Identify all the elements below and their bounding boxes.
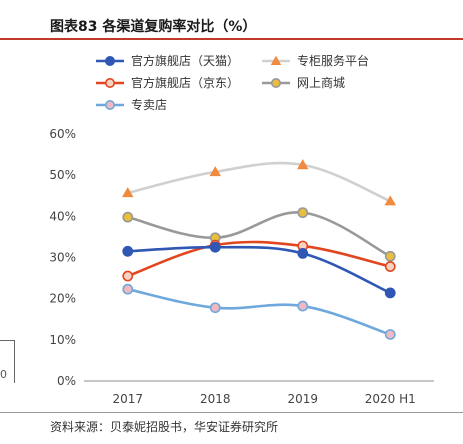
series-2-point — [297, 159, 309, 170]
x-tick-label: 2019 — [287, 392, 318, 406]
series-2-point — [209, 166, 221, 177]
series-layer — [122, 159, 396, 340]
series-5-point — [297, 300, 309, 312]
series-5-point — [209, 302, 221, 314]
y-tick-label: 20% — [49, 292, 76, 306]
y-tick-label: 30% — [49, 251, 76, 265]
x-axis-labels: 2017 2018 2019 2020 H1 — [112, 392, 415, 406]
legend-label: 专柜服务平台 — [297, 53, 369, 68]
legend-item: 专卖店 — [96, 97, 167, 112]
y-tick-label: 40% — [49, 209, 76, 223]
x-tick-label: 2020 H1 — [365, 392, 416, 406]
series-1-line — [126, 245, 392, 295]
series-4 — [122, 207, 396, 262]
legend-item: 官方旗舰店（天猫） — [96, 53, 239, 68]
series-3-point — [384, 261, 396, 272]
series-2-point — [384, 195, 396, 206]
cropped-neighbor-axis — [0, 340, 15, 383]
series-3-line — [126, 240, 392, 278]
legend-item: 网上商城 — [262, 75, 345, 90]
legend-swatch-marker — [105, 77, 116, 88]
series-1-point — [297, 247, 309, 259]
series-5-point — [384, 329, 396, 340]
title-divider — [0, 38, 463, 40]
legend-swatch-marker — [105, 56, 116, 66]
legend-label: 网上商城 — [297, 75, 345, 90]
series-2 — [122, 159, 396, 206]
y-axis-labels: 0% 10% 20% 30% 40% 50% 60% — [49, 127, 76, 388]
series-2-line — [126, 161, 392, 203]
legend-item: 专柜服务平台 — [262, 53, 369, 68]
legend-swatch-marker — [105, 99, 116, 110]
legend-label: 官方旗舰店（京东） — [131, 75, 239, 90]
y-tick-label: 0% — [57, 374, 76, 388]
series-1 — [122, 241, 396, 299]
series-1-point — [209, 241, 221, 253]
y-tick-label: 60% — [49, 127, 76, 141]
series-5 — [122, 283, 396, 340]
source-note: 资料来源：贝泰妮招股书，华安证券研究所 — [50, 420, 279, 434]
legend-item: 官方旗舰店（京东） — [96, 75, 239, 90]
series-3-point — [122, 270, 134, 282]
legend-label: 官方旗舰店（天猫） — [131, 53, 239, 68]
series-5-point — [122, 283, 134, 295]
series-2-point — [122, 187, 134, 198]
series-4-point — [384, 250, 396, 262]
chart-title: 图表83 各渠道复购率对比（%） — [50, 19, 257, 35]
series-4-point — [122, 211, 134, 223]
cropped-neighbor-tick: 0 — [0, 368, 7, 381]
legend-swatch-marker — [270, 55, 282, 65]
series-4-line — [126, 211, 392, 258]
series-1-point — [122, 245, 134, 257]
legend-swatch-marker — [270, 77, 281, 88]
x-tick-label: 2018 — [200, 392, 231, 406]
source-divider — [0, 412, 463, 413]
x-tick-label: 2017 — [112, 392, 143, 406]
series-5-line — [126, 287, 392, 336]
series-4-point — [297, 207, 309, 219]
y-tick-label: 50% — [49, 168, 76, 182]
series-1-point — [384, 287, 396, 299]
y-tick-label: 10% — [49, 333, 76, 347]
legend-label: 专卖店 — [131, 97, 167, 112]
